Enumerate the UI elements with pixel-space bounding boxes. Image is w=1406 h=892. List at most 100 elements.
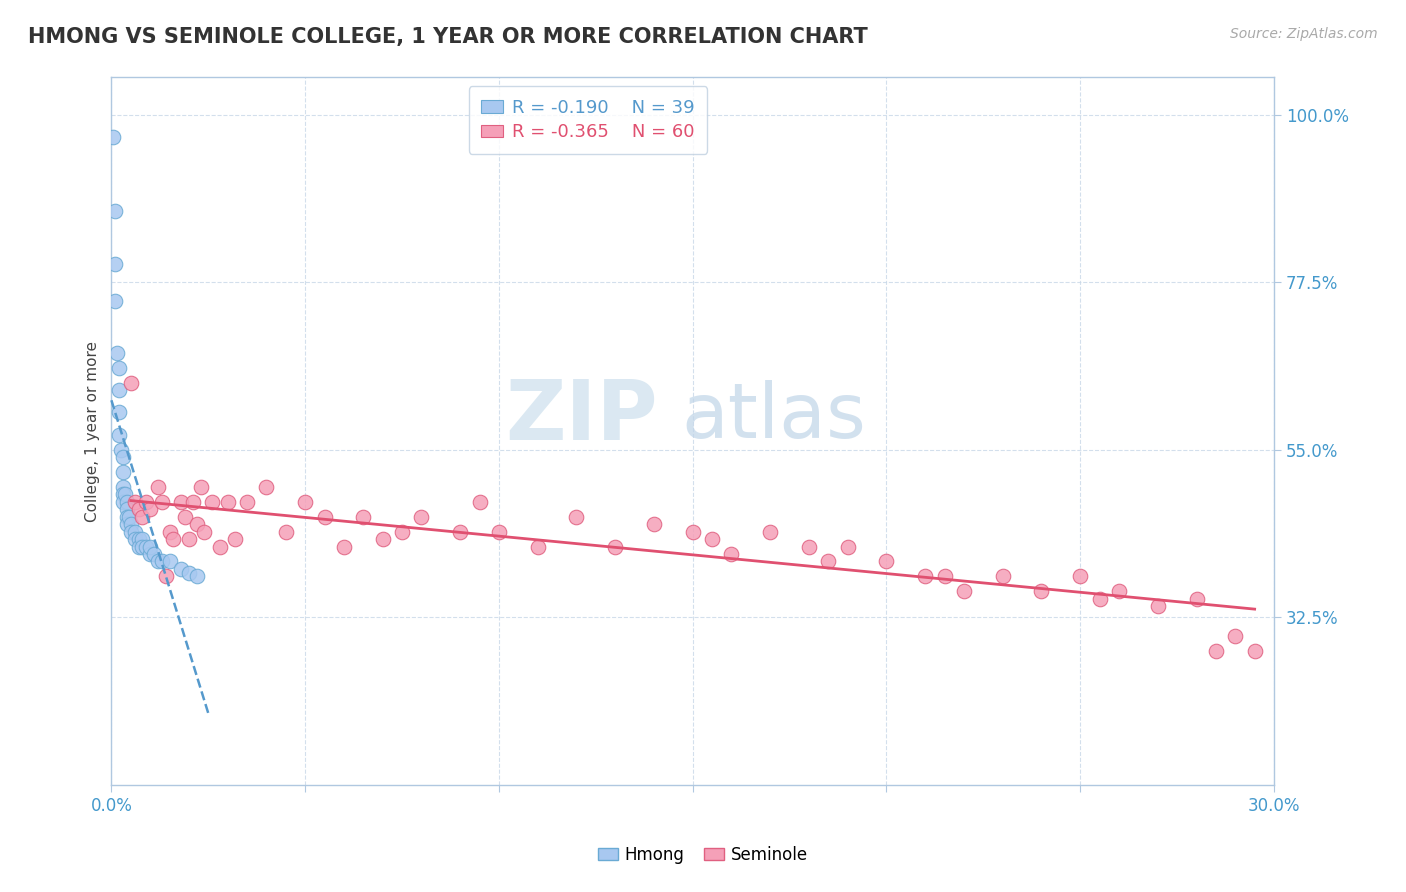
Point [953,584,976,599]
Point [104,293,127,308]
Point [1031,584,1053,599]
Point [186,517,208,532]
Point [115,502,138,516]
Point [135,540,157,554]
Point [371,532,394,546]
Point [411,509,433,524]
Point [124,495,146,509]
Point [181,495,204,509]
Point [159,554,181,568]
Point [817,554,839,568]
Text: ZIP: ZIP [505,376,658,458]
Point [104,204,127,219]
Point [314,509,336,524]
Point [115,517,138,532]
Text: atlas: atlas [681,380,866,454]
Point [112,480,135,494]
Point [131,540,153,554]
Point [139,547,162,561]
Point [103,130,125,145]
Point [108,427,131,442]
Point [112,487,135,501]
Point [108,360,131,375]
Point [254,480,277,494]
Point [837,540,859,554]
Point [236,495,259,509]
Point [120,524,142,539]
Point [224,532,246,546]
Text: Source: ZipAtlas.com: Source: ZipAtlas.com [1230,27,1378,41]
Text: HMONG VS SEMINOLE COLLEGE, 1 YEAR OR MORE CORRELATION CHART: HMONG VS SEMINOLE COLLEGE, 1 YEAR OR MOR… [28,27,868,46]
Point [143,547,166,561]
Point [700,532,723,546]
Point [1243,644,1265,658]
Point [193,524,215,539]
Point [128,502,150,516]
Point [914,569,936,583]
Point [294,495,316,509]
Point [108,383,131,397]
Point [124,524,146,539]
Point [186,569,208,583]
Legend: R = -0.190    N = 39, R = -0.365    N = 60: R = -0.190 N = 39, R = -0.365 N = 60 [468,87,707,154]
Point [131,509,153,524]
Point [488,524,510,539]
Point [150,495,173,509]
Point [170,562,193,576]
Point [112,465,135,479]
Point [115,509,138,524]
Point [1205,644,1227,658]
Point [352,509,374,524]
Point [105,346,128,360]
Point [110,442,132,457]
Legend: Hmong, Seminole: Hmong, Seminole [591,839,815,871]
Point [135,495,157,509]
Point [875,554,897,568]
Y-axis label: College, 1 year or more: College, 1 year or more [86,341,100,522]
Point [146,480,169,494]
Point [759,524,782,539]
Point [150,554,173,568]
Point [120,517,142,532]
Point [115,495,138,509]
Point [720,547,742,561]
Point [1146,599,1168,613]
Point [526,540,548,554]
Point [208,540,231,554]
Point [449,524,471,539]
Point [120,376,142,390]
Point [991,569,1014,583]
Point [391,524,413,539]
Point [114,487,136,501]
Point [797,540,820,554]
Point [112,495,135,509]
Point [1185,591,1208,606]
Point [468,495,491,509]
Point [174,509,197,524]
Point [131,532,153,546]
Point [112,450,135,465]
Point [139,502,162,516]
Point [155,569,177,583]
Point [190,480,212,494]
Point [139,540,162,554]
Point [1108,584,1130,599]
Point [201,495,224,509]
Point [170,495,193,509]
Point [1088,591,1111,606]
Point [934,569,956,583]
Point [159,524,181,539]
Point [104,256,127,270]
Point [605,540,627,554]
Point [217,495,239,509]
Point [108,405,131,419]
Point [333,540,356,554]
Point [128,540,150,554]
Point [565,509,588,524]
Point [118,509,141,524]
Point [643,517,665,532]
Point [1069,569,1091,583]
Point [146,554,169,568]
Point [1225,629,1247,643]
Point [162,532,184,546]
